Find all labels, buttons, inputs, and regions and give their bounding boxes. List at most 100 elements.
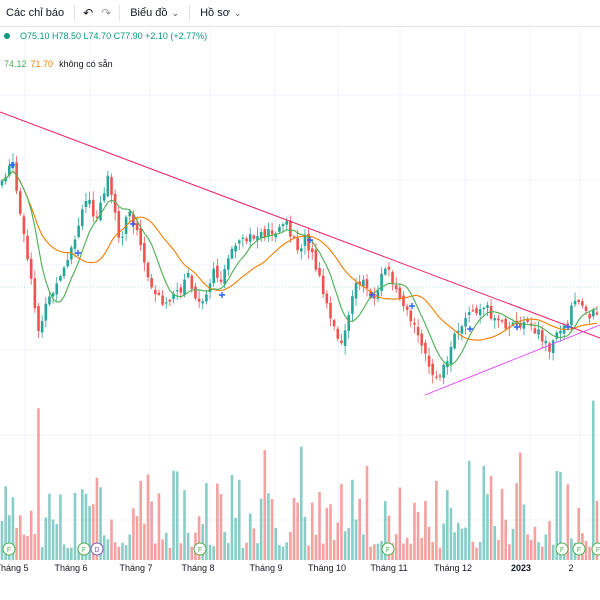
volume-bar <box>519 452 522 560</box>
candle-body <box>351 296 354 314</box>
crossover-marker <box>565 324 571 330</box>
candle-body <box>278 227 281 232</box>
crossover-marker <box>467 326 473 332</box>
candle-body <box>77 225 80 237</box>
event-marker-icon <box>90 542 104 556</box>
volume-bar <box>588 546 591 560</box>
volume-bar <box>537 542 540 560</box>
candle-body <box>573 300 577 305</box>
volume-bar <box>296 502 299 560</box>
candle-body <box>577 300 580 302</box>
volume-bar <box>175 471 179 560</box>
candle-body <box>584 306 588 312</box>
candle-body <box>467 312 471 315</box>
volume-bar <box>424 500 427 560</box>
ma-unavailable-note: không có sẵn <box>59 59 113 69</box>
volume-bar <box>186 532 190 560</box>
x-axis-tick-label: Tháng 6 <box>54 563 87 573</box>
candle-body <box>66 259 69 267</box>
candle-body <box>135 223 139 231</box>
candle-body <box>456 330 460 333</box>
volume-bar <box>227 543 230 560</box>
toolbar-divider <box>74 5 76 21</box>
candle-body <box>263 229 267 238</box>
candle-body <box>230 248 234 259</box>
candle-body <box>460 326 464 334</box>
candle-body <box>376 290 380 299</box>
candle-body <box>161 295 164 305</box>
candle-body <box>84 201 88 208</box>
volume-bar <box>33 534 37 560</box>
candle-body <box>292 236 296 238</box>
candle-body <box>522 321 526 329</box>
candle-body <box>172 294 175 299</box>
candle-body <box>62 267 66 277</box>
candle-body <box>183 279 186 296</box>
volume-bar <box>55 524 59 560</box>
x-axis-tick-label: Tháng 11 <box>370 563 407 573</box>
volume-bar <box>493 525 497 560</box>
volume-bar <box>201 524 205 560</box>
volume-bar <box>365 465 369 560</box>
candle-body <box>409 310 413 322</box>
volume-bar <box>592 400 595 560</box>
volume-bar <box>106 539 110 560</box>
event-marker-letter: F <box>82 547 86 554</box>
volume-bar <box>237 479 241 560</box>
candle-body <box>194 286 197 299</box>
candle-body <box>493 318 497 321</box>
candle-body <box>102 193 106 201</box>
volume-bar <box>117 546 121 560</box>
event-marker-letter: D <box>94 547 99 554</box>
volume-bar <box>40 547 44 560</box>
volume-bar <box>336 522 340 560</box>
volume-bar <box>533 526 537 560</box>
volume-bar <box>511 528 515 560</box>
candle-body <box>420 333 424 346</box>
volume-bar <box>453 532 456 560</box>
volume-bar <box>446 490 449 560</box>
profile-menu-button[interactable]: Hồ sơ ⌄ <box>194 0 247 26</box>
volume-bar <box>351 479 354 560</box>
candle-body <box>482 307 486 310</box>
crossover-marker <box>75 250 81 256</box>
volume-bar <box>219 494 223 560</box>
volume-bar <box>77 546 80 560</box>
volume-bar <box>190 546 194 560</box>
volume-bar <box>314 534 318 560</box>
volume-bar <box>577 507 580 560</box>
candle-body <box>533 328 537 334</box>
volume-bar <box>66 547 69 560</box>
crossover-marker <box>130 221 136 227</box>
candle-body <box>413 322 416 325</box>
volume-bar <box>387 515 391 560</box>
volume-bar <box>329 504 332 560</box>
volume-bar <box>478 541 482 560</box>
candle-body <box>318 267 321 276</box>
x-axis-tick-label: 2023 <box>511 563 531 573</box>
volume-bar <box>95 477 99 560</box>
candle-body <box>332 320 336 327</box>
candle-body <box>22 216 26 235</box>
candle-body <box>219 279 223 282</box>
candle-body <box>336 328 340 339</box>
candle-body <box>223 269 226 285</box>
volume-bar <box>551 544 555 560</box>
volume-bar <box>157 493 161 560</box>
indicators-menu-button[interactable]: Các chỉ báo <box>0 0 70 26</box>
volume-bar <box>26 535 29 560</box>
chevron-down-icon: ⌄ <box>233 7 242 18</box>
redo-icon[interactable]: ↷ <box>101 6 112 20</box>
candle-body <box>343 330 347 346</box>
volume-bar <box>394 534 398 560</box>
volume-bar <box>292 497 296 560</box>
market-status-dot-icon <box>4 33 10 39</box>
candle-body <box>252 235 256 239</box>
volume-bar <box>497 539 500 560</box>
volume-bar <box>358 498 361 560</box>
crossover-marker <box>9 162 15 168</box>
undo-icon[interactable]: ↶ <box>83 6 94 20</box>
volume-bar <box>482 465 486 560</box>
chart-type-menu-button[interactable]: Biểu đồ ⌄ <box>124 0 185 26</box>
